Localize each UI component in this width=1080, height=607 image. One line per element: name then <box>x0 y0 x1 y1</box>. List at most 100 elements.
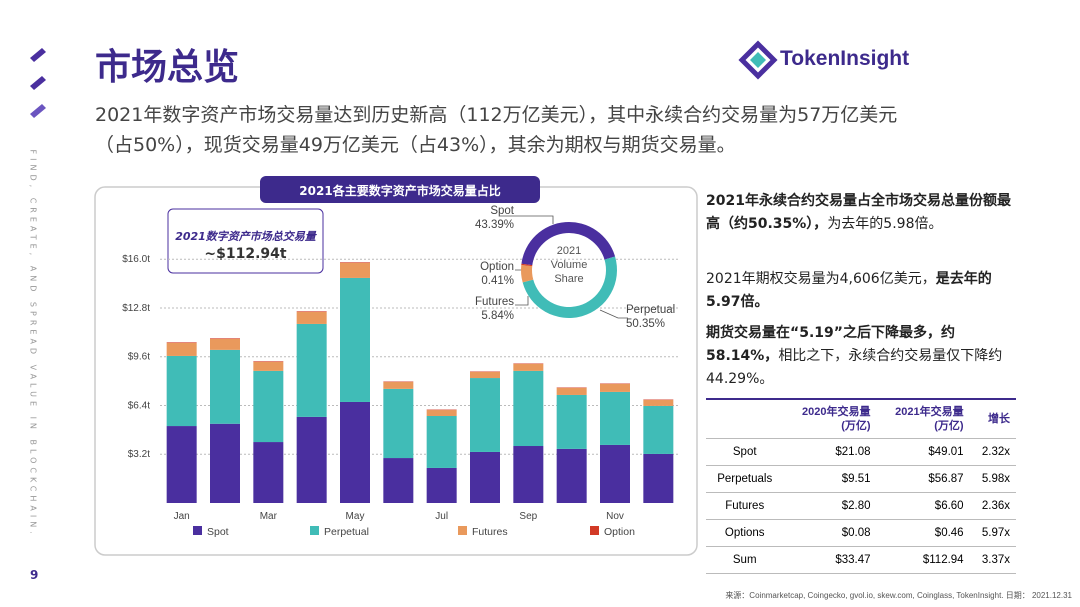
summary-table: 2020年交易量 (万亿) 2021年交易量 (万亿) 增长 Spot $21.08 $4… <box>706 398 1016 574</box>
slice-value: 5.84% <box>481 310 514 322</box>
bar-segment <box>340 262 370 278</box>
text: 期货交易量在“5.19”之后下降最多，约58.14%， <box>706 325 955 364</box>
legend-swatch <box>310 526 319 535</box>
bar-segment <box>600 444 630 503</box>
bar-segment <box>253 361 284 362</box>
donut-slice <box>521 264 534 283</box>
cell: 5.97x <box>969 519 1016 547</box>
bar-segment <box>556 387 587 395</box>
text: 2021年永续合约交易量占全市场交易总量份额最高（约50.35%）， <box>706 193 1011 232</box>
bullet-3: 期货交易量在“5.19”之后下降最多，约58.14%，相比之下，永续合约交易量仅… <box>706 322 1016 391</box>
title: 市场总览 <box>95 47 240 88</box>
bar-segment <box>426 410 457 416</box>
legend-label: Spot <box>207 526 229 538</box>
cell: Sum <box>706 546 784 574</box>
legend-swatch <box>458 526 467 535</box>
bar-segment <box>643 405 674 454</box>
legend-label: Futures <box>472 526 508 538</box>
bar-segment <box>643 399 674 406</box>
bar-segment <box>340 277 370 402</box>
x-tick-label: May <box>346 511 365 522</box>
y-tick-label: $3.2t <box>128 449 150 460</box>
bar-segment <box>643 453 674 503</box>
bar-segment <box>383 382 414 389</box>
bar-segment <box>556 394 587 449</box>
bar-segment <box>513 363 544 371</box>
bar-segment <box>383 458 414 503</box>
bar-segment <box>426 467 457 503</box>
bar-segment <box>600 391 630 445</box>
bar-segment <box>470 371 500 379</box>
bar-segment <box>340 401 370 503</box>
donut-slice <box>521 263 533 267</box>
bar-segment <box>340 262 370 263</box>
leader-lines <box>500 215 628 319</box>
slice-value: 50.35% <box>626 318 665 330</box>
header-cell: 2021年交易量 (万亿) <box>876 399 970 439</box>
bar-segment <box>253 370 284 443</box>
donut-title: 2021 Volume Share <box>550 245 588 285</box>
legend-swatch <box>193 526 202 535</box>
bar-segment <box>600 383 630 392</box>
row: Options $0.08 $0.46 5.97x <box>706 519 1016 547</box>
bar-segment <box>166 355 197 427</box>
text: 相比之下，永续合约交易量仅下降约44.29%。 <box>706 348 1003 387</box>
legend-swatch <box>590 526 599 535</box>
slice-name: Futures <box>475 296 514 308</box>
cell: $2.80 <box>783 492 877 520</box>
row: Spot $21.08 $49.01 2.32x <box>706 438 1016 466</box>
bar-segment <box>296 311 327 324</box>
text: 为去年的5.98倍。 <box>827 216 943 232</box>
legend-label: Perpetual <box>324 526 369 538</box>
bar-segment <box>470 378 500 452</box>
cell: $56.87 <box>876 465 970 493</box>
text: 是去年的5.97倍。 <box>706 271 992 310</box>
bullet-2: 2021年期权交易量为4,606亿美元，是去年的5.97倍。 <box>706 268 1016 314</box>
bar-segment <box>210 338 240 339</box>
slice-value: 43.39% <box>475 219 514 231</box>
logo-icon <box>738 40 778 80</box>
cell: Perpetuals <box>706 465 784 493</box>
source: 来源：Coinmarketcap, Coingecko, gvol.io, sk… <box>725 591 1072 600</box>
bar-segment <box>383 388 414 459</box>
decoration <box>30 48 46 118</box>
row: 2020年交易量 (万亿) 2021年交易量 (万亿) 增长 <box>706 399 1016 439</box>
cell: 3.37x <box>969 546 1016 574</box>
legend-label: Option <box>604 526 635 538</box>
x-tick-label: Sep <box>519 511 537 522</box>
slice-name: Perpetual <box>626 304 675 316</box>
cell: $0.46 <box>876 519 970 547</box>
cell: 2.32x <box>969 438 1016 466</box>
header-cell <box>706 399 784 439</box>
row: Sum $33.47 $112.94 3.37x <box>706 546 1016 574</box>
subtitle: 2021年数字资产市场交易量达到历史新高（112万亿美元），其中永续合约交易量为… <box>95 104 898 156</box>
bar-segment <box>166 343 197 356</box>
callout-label: 2021数字资产市场总交易量 <box>175 230 316 243</box>
x-tick-label: Mar <box>260 511 278 522</box>
y-tick-label: $9.6t <box>128 352 150 363</box>
slice-value: 0.41% <box>481 275 514 287</box>
y-tick-label: $6.4t <box>128 400 150 411</box>
cell: Options <box>706 519 784 547</box>
x-tick-label: Jan <box>174 511 190 522</box>
bar-segment <box>513 446 544 503</box>
bar-segment <box>426 415 457 468</box>
bar-segment <box>296 311 327 312</box>
bar-segment <box>513 370 544 447</box>
callout-box <box>167 208 324 274</box>
bar-segment <box>166 426 197 503</box>
bar-segment <box>470 451 500 503</box>
cell: $49.01 <box>876 438 970 466</box>
title-pill <box>260 176 540 203</box>
y-tick-label: $16.0t <box>122 254 150 265</box>
callout-value: ~$112.94t <box>204 246 287 262</box>
cell: $112.94 <box>876 546 970 574</box>
bar-segment <box>166 342 197 343</box>
cell: $6.60 <box>876 492 970 520</box>
slice-name: Spot <box>490 205 514 217</box>
cell: $9.51 <box>783 465 877 493</box>
cell: 5.98x <box>969 465 1016 493</box>
cell: $21.08 <box>783 438 877 466</box>
header-cell: 2020年交易量 (万亿) <box>783 399 877 439</box>
